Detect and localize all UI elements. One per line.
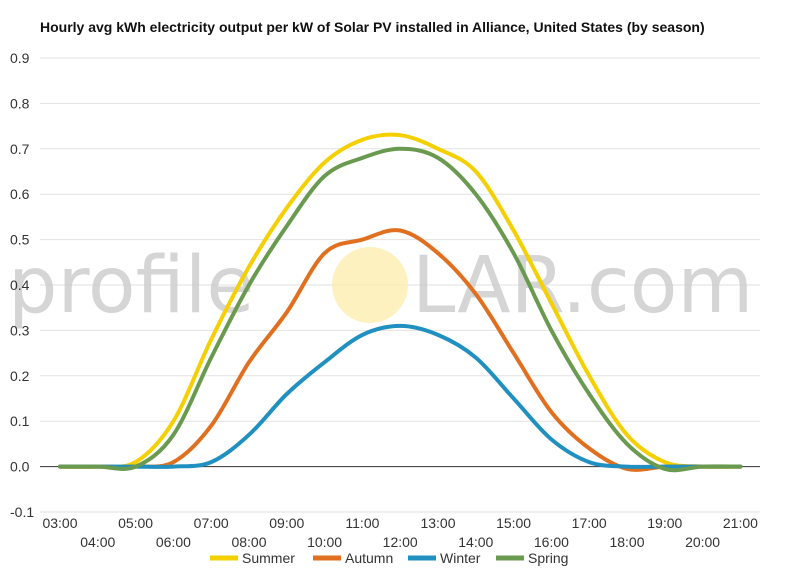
x-tick-label: 14:00 (458, 534, 493, 550)
x-tick-label: 16:00 (534, 534, 569, 550)
y-tick-label: 0.4 (10, 277, 30, 293)
y-tick-label: 0.5 (10, 232, 30, 248)
watermark-text-right: LAR.com (412, 241, 753, 331)
x-tick-label: 05:00 (118, 515, 153, 531)
series-line-winter (58, 323, 743, 469)
series-line-spring (58, 146, 743, 473)
legend-label-autumn: Autumn (345, 550, 393, 566)
y-tick-label: 0.2 (10, 368, 30, 384)
y-tick-label: 0.8 (10, 95, 30, 111)
y-axis-ticks: -0.1 0.0 0.1 0.2 0.3 0.4 0.5 0.6 0.7 0.8 0.9 (10, 50, 34, 520)
x-tick-label: 08:00 (231, 534, 266, 550)
x-tick-label: 09:00 (269, 515, 304, 531)
watermark-text-left: profile (8, 241, 254, 331)
legend-label-spring: Spring (528, 550, 568, 566)
series-line-summer (58, 132, 743, 469)
x-tick-label: 21:00 (723, 515, 758, 531)
y-tick-label: 0.1 (10, 413, 30, 429)
y-tick-label: -0.1 (10, 504, 34, 520)
x-tick-label: 10:00 (307, 534, 342, 550)
legend-label-winter: Winter (440, 550, 481, 566)
x-tick-label: 19:00 (647, 515, 682, 531)
x-tick-label: 20:00 (685, 534, 720, 550)
x-tick-label: 07:00 (194, 515, 229, 531)
watermark: profile LAR.com (8, 241, 753, 331)
chart-title: Hourly avg kWh electricity output per kW… (40, 19, 705, 35)
series-line-autumn (58, 228, 743, 472)
y-tick-label: 0.7 (10, 141, 30, 157)
x-tick-label: 03:00 (42, 515, 77, 531)
series-lines (58, 132, 743, 473)
x-tick-label: 18:00 (609, 534, 644, 550)
y-tick-label: 0.3 (10, 322, 30, 338)
x-tick-label: 17:00 (572, 515, 607, 531)
legend: Summer Autumn Winter Spring (210, 550, 568, 566)
y-tick-label: 0.0 (10, 459, 30, 475)
x-axis-ticks: 03:0004:0005:0006:0007:0008:0009:0010:00… (42, 515, 758, 550)
y-tick-label: 0.6 (10, 186, 30, 202)
x-tick-label: 12:00 (383, 534, 418, 550)
x-tick-label: 11:00 (345, 515, 379, 531)
x-tick-label: 13:00 (420, 515, 455, 531)
watermark-sun-icon (332, 247, 408, 323)
x-tick-label: 06:00 (156, 534, 191, 550)
x-tick-label: 15:00 (496, 515, 531, 531)
y-tick-label: 0.9 (10, 50, 30, 66)
x-tick-label: 04:00 (80, 534, 115, 550)
legend-label-summer: Summer (242, 550, 295, 566)
